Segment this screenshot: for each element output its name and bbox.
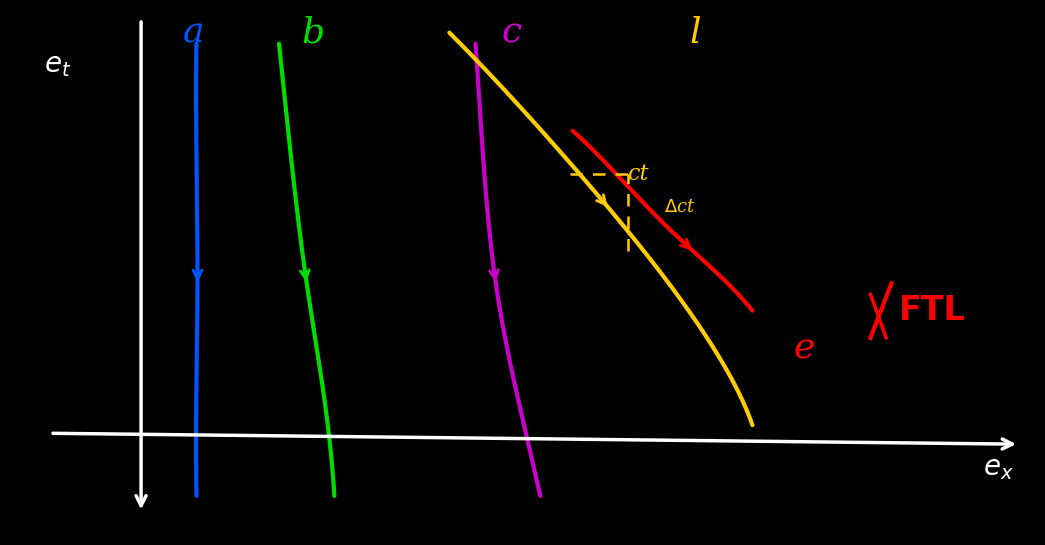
Text: ct: ct (627, 164, 648, 185)
Text: c: c (502, 16, 522, 50)
Text: $e_t$: $e_t$ (44, 52, 71, 79)
Text: $e_x$: $e_x$ (982, 455, 1014, 482)
Text: e: e (794, 332, 815, 366)
Text: FTL: FTL (899, 294, 966, 327)
Text: b: b (302, 16, 325, 50)
Text: $\Delta$ct: $\Delta$ct (664, 198, 695, 216)
Text: a: a (183, 16, 204, 50)
Text: l: l (689, 16, 701, 50)
